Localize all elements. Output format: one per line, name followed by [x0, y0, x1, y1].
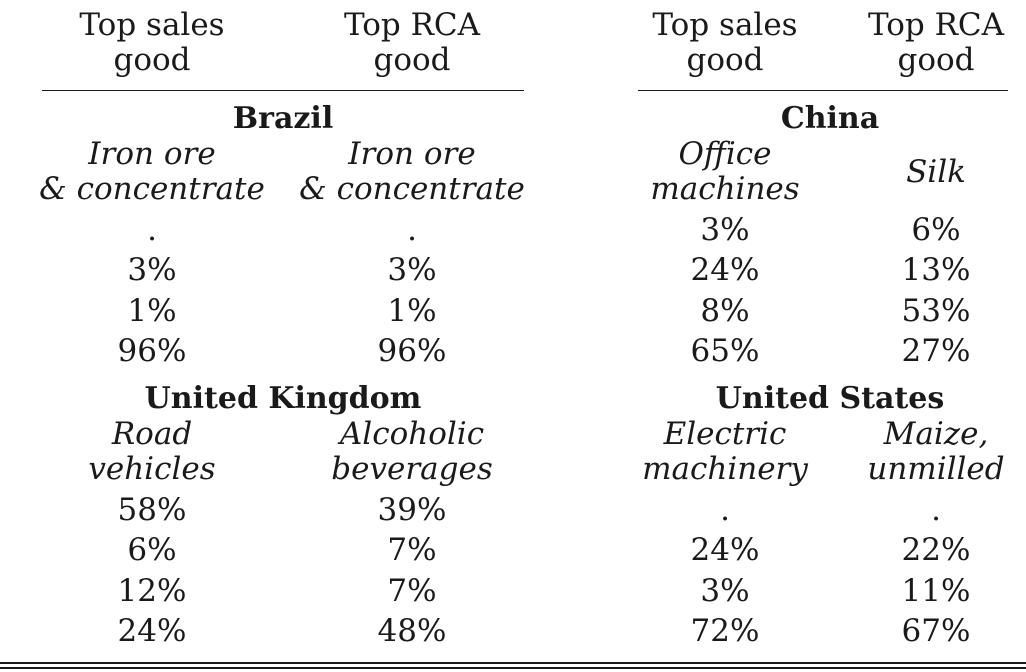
value-cell: 65%: [690, 333, 760, 369]
good-name: Road vehicles: [88, 417, 215, 487]
value-cell: 12%: [117, 573, 187, 609]
good-name: Silk: [906, 154, 966, 190]
value-cell: 96%: [117, 333, 187, 369]
good-name: Maize, unmilled: [867, 417, 1004, 487]
value-cell: 27%: [901, 333, 971, 369]
header-rule-right: [638, 90, 1008, 91]
value-cell: 22%: [901, 532, 971, 568]
value-cell: 24%: [117, 613, 187, 649]
value-cell: 3%: [700, 573, 750, 609]
good-name: Electric machinery: [642, 417, 808, 487]
header-line: good: [373, 42, 451, 78]
country-label: United Kingdom: [144, 381, 422, 416]
good-line: machines: [650, 171, 800, 207]
value-cell: 58%: [117, 492, 187, 528]
good-line: Office: [678, 136, 772, 172]
value-cell: 6%: [127, 532, 177, 568]
value-cell: 3%: [700, 212, 750, 248]
good-name: Iron ore & concentrate: [299, 137, 525, 207]
value-cell: 3%: [127, 252, 177, 288]
good-name: Alcoholic beverages: [331, 417, 492, 487]
value-cell: .: [407, 212, 417, 248]
good-line: Road: [111, 416, 193, 452]
country-label: Brazil: [232, 101, 334, 136]
good-name: Office machines: [650, 137, 799, 207]
value-cell: 24%: [690, 252, 760, 288]
good-line: Iron ore: [88, 136, 216, 172]
header-line: good: [113, 42, 191, 78]
value-cell: 7%: [387, 532, 437, 568]
value-cell: 1%: [127, 293, 177, 329]
good-line: machinery: [642, 451, 808, 487]
header-line: Top RCA: [343, 7, 481, 43]
bottom-rule: [0, 662, 1026, 664]
value-cell: 6%: [911, 212, 961, 248]
header-line: good: [686, 42, 764, 78]
value-cell: 96%: [377, 333, 447, 369]
header-left-rca: Top RCA good: [344, 8, 480, 78]
value-cell: 39%: [377, 492, 447, 528]
value-cell: 24%: [690, 532, 760, 568]
value-cell: 53%: [901, 293, 971, 329]
value-cell: 3%: [387, 252, 437, 288]
good-line: & concentrate: [299, 171, 525, 207]
header-line: Top sales: [79, 7, 225, 43]
header-line: Top sales: [652, 7, 798, 43]
header-line: Top RCA: [867, 7, 1005, 43]
header-rule-left: [42, 90, 524, 91]
value-cell: 72%: [690, 613, 760, 649]
country-label: China: [780, 101, 880, 136]
value-cell: 8%: [700, 293, 750, 329]
header-left-sales: Top sales good: [79, 8, 224, 78]
good-line: Electric: [663, 416, 787, 452]
good-line: Iron ore: [348, 136, 476, 172]
header-right-rca: Top RCA good: [868, 8, 1004, 78]
value-cell: 11%: [901, 573, 971, 609]
header-right-sales: Top sales good: [652, 8, 797, 78]
value-cell: .: [147, 212, 157, 248]
good-line: & concentrate: [39, 171, 265, 207]
country-label: United States: [715, 381, 945, 416]
bottom-rule: [0, 667, 1026, 669]
good-line: beverages: [331, 451, 493, 487]
value-cell: 7%: [387, 573, 437, 609]
good-line: vehicles: [88, 451, 216, 487]
header-line: good: [897, 42, 975, 78]
value-cell: .: [931, 492, 941, 528]
value-cell: 13%: [901, 252, 971, 288]
value-cell: 48%: [377, 613, 447, 649]
value-cell: .: [720, 492, 730, 528]
good-line: Maize,: [883, 416, 989, 452]
good-line: Alcoholic: [339, 416, 485, 452]
value-cell: 67%: [901, 613, 971, 649]
good-line: unmilled: [867, 451, 1005, 487]
value-cell: 1%: [387, 293, 437, 329]
good-name: Iron ore & concentrate: [39, 137, 265, 207]
